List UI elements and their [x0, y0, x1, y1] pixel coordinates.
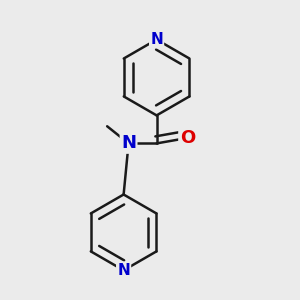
Text: N: N	[150, 32, 163, 47]
Text: N: N	[117, 263, 130, 278]
Text: N: N	[121, 134, 136, 152]
Text: O: O	[180, 130, 195, 148]
